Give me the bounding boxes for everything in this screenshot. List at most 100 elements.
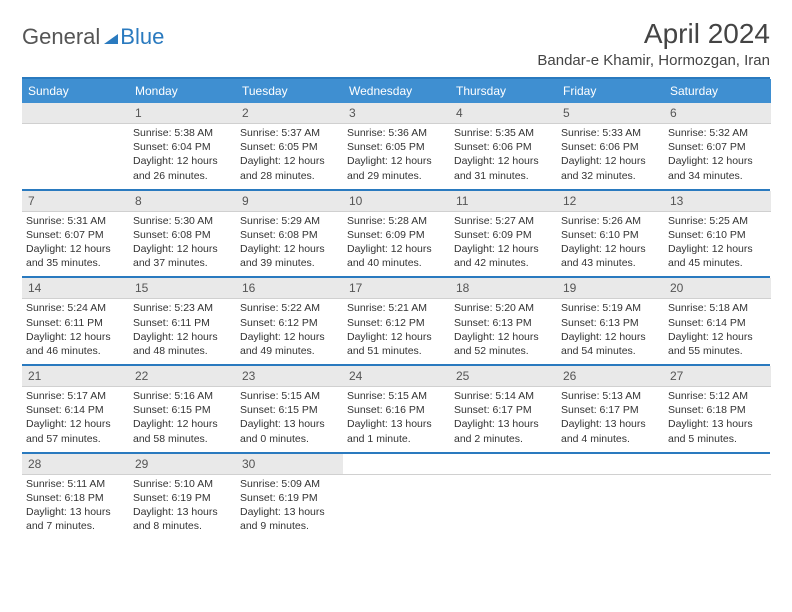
day-cell: Sunrise: 5:13 AMSunset: 6:17 PMDaylight:… — [557, 387, 664, 452]
weekday-header: Tuesday — [236, 79, 343, 103]
sunrise-text: Sunrise: 5:10 AM — [133, 477, 232, 491]
daylight-text: Daylight: 12 hours and 42 minutes. — [454, 242, 553, 270]
sunrise-text: Sunrise: 5:13 AM — [561, 389, 660, 403]
day-number: 27 — [664, 366, 771, 387]
daylight-text: Daylight: 12 hours and 43 minutes. — [561, 242, 660, 270]
daylight-text: Daylight: 12 hours and 28 minutes. — [240, 154, 339, 182]
day-cell: Sunrise: 5:33 AMSunset: 6:06 PMDaylight:… — [557, 124, 664, 189]
daylight-text: Daylight: 12 hours and 35 minutes. — [26, 242, 125, 270]
day-cell: Sunrise: 5:35 AMSunset: 6:06 PMDaylight:… — [450, 124, 557, 189]
day-number: 25 — [450, 366, 557, 387]
day-cell — [22, 124, 129, 189]
weekday-header: Monday — [129, 79, 236, 103]
day-number: 28 — [22, 454, 129, 475]
sunset-text: Sunset: 6:08 PM — [240, 228, 339, 242]
day-body-row: Sunrise: 5:24 AMSunset: 6:11 PMDaylight:… — [22, 299, 770, 366]
sunset-text: Sunset: 6:10 PM — [668, 228, 767, 242]
sunset-text: Sunset: 6:15 PM — [133, 403, 232, 417]
day-cell: Sunrise: 5:28 AMSunset: 6:09 PMDaylight:… — [343, 212, 450, 277]
day-number: 4 — [450, 103, 557, 124]
day-body-row: Sunrise: 5:17 AMSunset: 6:14 PMDaylight:… — [22, 387, 770, 454]
sunrise-text: Sunrise: 5:26 AM — [561, 214, 660, 228]
sunset-text: Sunset: 6:18 PM — [668, 403, 767, 417]
daylight-text: Daylight: 12 hours and 49 minutes. — [240, 330, 339, 358]
day-number: 12 — [557, 191, 664, 212]
daylight-text: Daylight: 12 hours and 57 minutes. — [26, 417, 125, 445]
day-number: 9 — [236, 191, 343, 212]
weekday-header: Wednesday — [343, 79, 450, 103]
day-cell: Sunrise: 5:10 AMSunset: 6:19 PMDaylight:… — [129, 475, 236, 540]
day-cell: Sunrise: 5:26 AMSunset: 6:10 PMDaylight:… — [557, 212, 664, 277]
daylight-text: Daylight: 13 hours and 0 minutes. — [240, 417, 339, 445]
weekday-header-row: Sunday Monday Tuesday Wednesday Thursday… — [22, 79, 770, 103]
day-cell — [557, 475, 664, 540]
sunset-text: Sunset: 6:19 PM — [240, 491, 339, 505]
sunrise-text: Sunrise: 5:25 AM — [668, 214, 767, 228]
sunset-text: Sunset: 6:18 PM — [26, 491, 125, 505]
day-body-row: Sunrise: 5:38 AMSunset: 6:04 PM Daylight:… — [22, 124, 770, 191]
daylight-text: Daylight: 13 hours and 1 minute. — [347, 417, 446, 445]
logo-text-2: Blue — [120, 24, 164, 50]
day-cell: Sunrise: 5:23 AMSunset: 6:11 PMDaylight:… — [129, 299, 236, 364]
sunrise-text: Sunrise: 5:36 AM — [347, 126, 446, 140]
weekday-header: Thursday — [450, 79, 557, 103]
sunrise-text: Sunrise: 5:12 AM — [668, 389, 767, 403]
sunrise-text: Sunrise: 5:15 AM — [240, 389, 339, 403]
day-number: 26 — [557, 366, 664, 387]
sunset-text: Sunset: 6:07 PM — [26, 228, 125, 242]
day-cell: Sunrise: 5:14 AMSunset: 6:17 PMDaylight:… — [450, 387, 557, 452]
sunrise-text: Sunrise: 5:38 AM — [133, 126, 232, 140]
sunrise-text: Sunrise: 5:17 AM — [26, 389, 125, 403]
sunset-text: Sunset: 6:04 PM — [133, 140, 232, 154]
sunset-text: Sunset: 6:19 PM — [133, 491, 232, 505]
daylight-text: Daylight: 12 hours and 55 minutes. — [668, 330, 767, 358]
day-number: 15 — [129, 278, 236, 299]
day-number: 18 — [450, 278, 557, 299]
daylight-text: Daylight: 12 hours and 54 minutes. — [561, 330, 660, 358]
sunrise-text: Sunrise: 5:09 AM — [240, 477, 339, 491]
sunrise-text: Sunrise: 5:19 AM — [561, 301, 660, 315]
sunset-text: Sunset: 6:17 PM — [561, 403, 660, 417]
day-cell: Sunrise: 5:30 AMSunset: 6:08 PMDaylight:… — [129, 212, 236, 277]
day-number: 14 — [22, 278, 129, 299]
daylight-text: Daylight: 12 hours and 40 minutes. — [347, 242, 446, 270]
sunset-text: Sunset: 6:05 PM — [347, 140, 446, 154]
sunrise-text: Sunrise: 5:27 AM — [454, 214, 553, 228]
sunrise-text: Sunrise: 5:29 AM — [240, 214, 339, 228]
sunrise-text: Sunrise: 5:31 AM — [26, 214, 125, 228]
header: General Blue April 2024 Bandar-e Khamir,… — [22, 18, 770, 69]
sunset-text: Sunset: 6:17 PM — [454, 403, 553, 417]
day-number — [664, 454, 771, 475]
day-number: 2 — [236, 103, 343, 124]
sunset-text: Sunset: 6:14 PM — [668, 316, 767, 330]
sunrise-text: Sunrise: 5:33 AM — [561, 126, 660, 140]
day-cell: Sunrise: 5:20 AMSunset: 6:13 PMDaylight:… — [450, 299, 557, 364]
day-cell: Sunrise: 5:18 AMSunset: 6:14 PMDaylight:… — [664, 299, 771, 364]
location-text: Bandar-e Khamir, Hormozgan, Iran — [537, 52, 770, 69]
sunset-text: Sunset: 6:09 PM — [347, 228, 446, 242]
sunset-text: Sunset: 6:07 PM — [668, 140, 767, 154]
day-number — [450, 454, 557, 475]
day-cell: Sunrise: 5:09 AMSunset: 6:19 PMDaylight:… — [236, 475, 343, 540]
daylight-text: Daylight: 12 hours and 29 minutes. — [347, 154, 446, 182]
day-number-row: 282930 — [22, 454, 770, 475]
daylight-text: Daylight: 12 hours and 58 minutes. — [133, 417, 232, 445]
calendar: Sunday Monday Tuesday Wednesday Thursday… — [22, 77, 770, 539]
day-cell: Sunrise: 5:24 AMSunset: 6:11 PMDaylight:… — [22, 299, 129, 364]
logo-text-1: General — [22, 24, 100, 50]
day-number: 24 — [343, 366, 450, 387]
daylight-text: Daylight: 12 hours and 31 minutes. — [454, 154, 553, 182]
logo: General Blue — [22, 18, 164, 50]
day-number: 23 — [236, 366, 343, 387]
daylight-text: Daylight: 12 hours and 34 minutes. — [668, 154, 767, 182]
daylight-text: Daylight: 12 hours and 45 minutes. — [668, 242, 767, 270]
day-cell: Sunrise: 5:15 AMSunset: 6:15 PMDaylight:… — [236, 387, 343, 452]
day-number: 7 — [22, 191, 129, 212]
daylight-text: Daylight: 13 hours and 2 minutes. — [454, 417, 553, 445]
day-cell: Sunrise: 5:21 AMSunset: 6:12 PMDaylight:… — [343, 299, 450, 364]
sunrise-text: Sunrise: 5:15 AM — [347, 389, 446, 403]
day-number-row: 21222324252627 — [22, 366, 770, 387]
sunset-text: Sunset: 6:11 PM — [133, 316, 232, 330]
day-cell: Sunrise: 5:16 AMSunset: 6:15 PMDaylight:… — [129, 387, 236, 452]
sunset-text: Sunset: 6:08 PM — [133, 228, 232, 242]
